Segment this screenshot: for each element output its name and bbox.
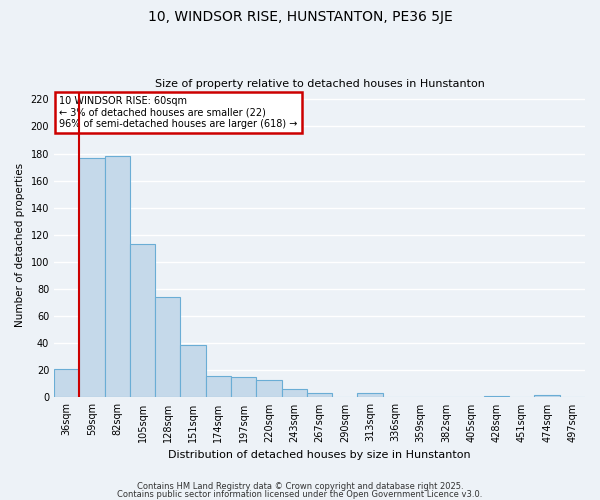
X-axis label: Distribution of detached houses by size in Hunstanton: Distribution of detached houses by size … <box>168 450 471 460</box>
Bar <box>256 380 281 398</box>
Bar <box>155 297 181 398</box>
Bar <box>104 156 130 398</box>
Bar <box>79 158 104 398</box>
Bar <box>54 369 79 398</box>
Text: 10 WINDSOR RISE: 60sqm
← 3% of detached houses are smaller (22)
96% of semi-deta: 10 WINDSOR RISE: 60sqm ← 3% of detached … <box>59 96 298 129</box>
Title: Size of property relative to detached houses in Hunstanton: Size of property relative to detached ho… <box>155 79 484 89</box>
Bar <box>130 244 155 398</box>
Bar <box>535 394 560 398</box>
Text: Contains HM Land Registry data © Crown copyright and database right 2025.: Contains HM Land Registry data © Crown c… <box>137 482 463 491</box>
Text: Contains public sector information licensed under the Open Government Licence v3: Contains public sector information licen… <box>118 490 482 499</box>
Bar <box>281 390 307 398</box>
Bar <box>231 377 256 398</box>
Text: 10, WINDSOR RISE, HUNSTANTON, PE36 5JE: 10, WINDSOR RISE, HUNSTANTON, PE36 5JE <box>148 10 452 24</box>
Bar <box>484 396 509 398</box>
Bar <box>358 394 383 398</box>
Bar <box>206 376 231 398</box>
Y-axis label: Number of detached properties: Number of detached properties <box>15 163 25 327</box>
Bar <box>307 394 332 398</box>
Bar <box>181 344 206 398</box>
